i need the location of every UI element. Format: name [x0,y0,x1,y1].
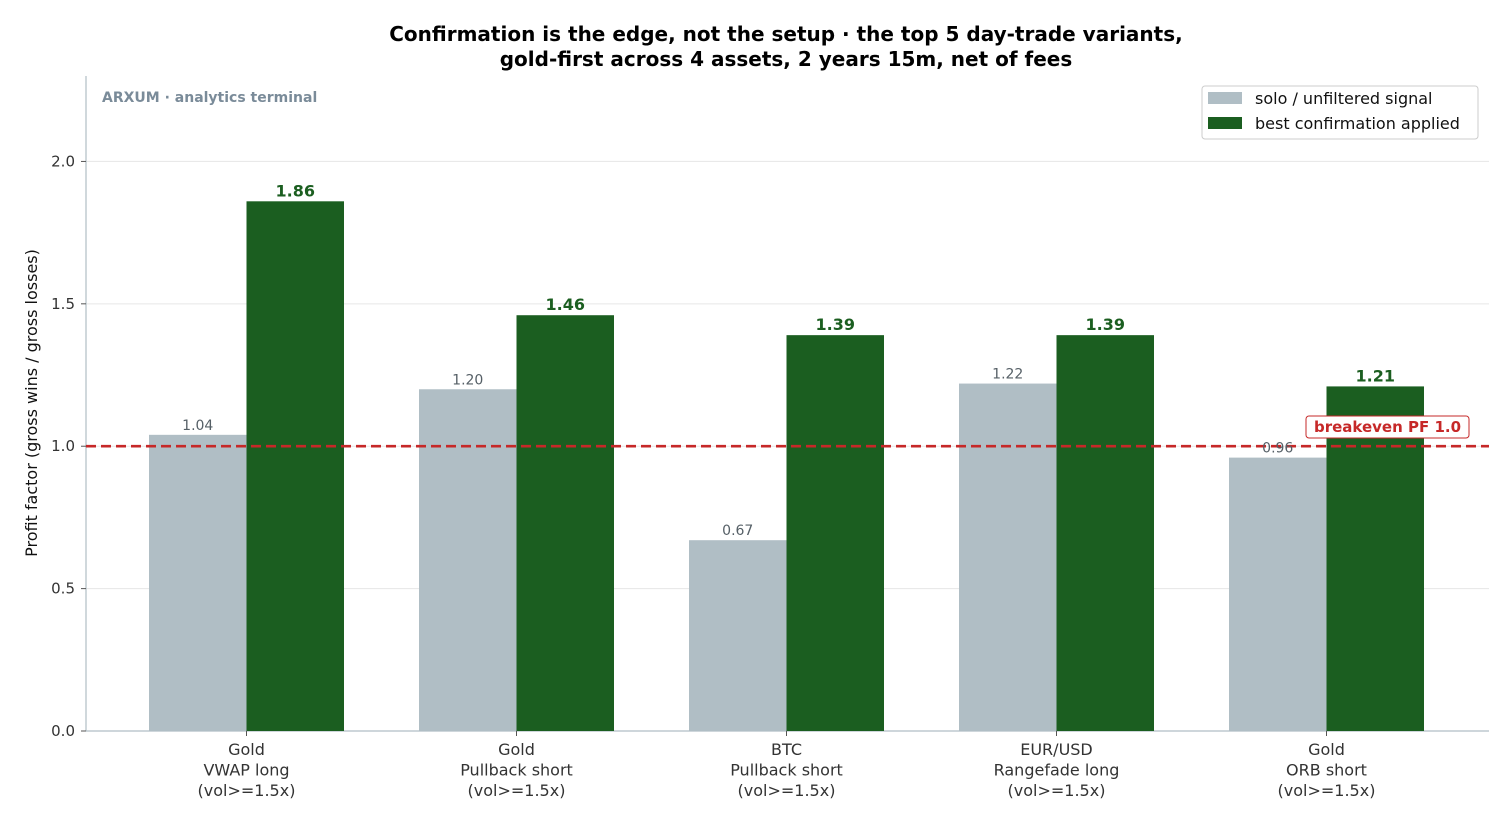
x-tick-label-line: (vol>=1.5x) [198,781,296,800]
legend-box [1201,85,1479,140]
x-tick-label-line: Rangefade long [994,761,1120,780]
bar-value-label-confirmation: 1.39 [1086,315,1125,334]
legend-label-confirmation: best confirmation applied [1255,114,1460,133]
breakeven-label-box [1305,415,1470,439]
bar-value-label-solo: 1.04 [182,418,213,434]
x-tick-label-line: (vol>=1.5x) [1278,781,1376,800]
bar-value-label-solo: 0.67 [722,523,753,539]
legend-swatch-solo [1208,92,1242,104]
chart-legend: solo / unfiltered signal best confirmati… [1201,85,1479,140]
x-tick-label-line: EUR/USD [1020,740,1093,759]
y-tick-label: 2.0 [51,152,75,170]
bar-value-label-solo: 0.96 [1262,441,1293,457]
x-tick-label-line: VWAP long [203,761,289,780]
y-axis-ticks: 0.0 0.5 1.0 1.5 2.0 [51,152,86,740]
bar-value-label-confirmation: 1.86 [276,181,315,200]
x-tick-label-line: Gold [1308,740,1345,759]
y-tick-label: 0.5 [51,580,75,598]
y-tick-label: 1.0 [51,437,75,455]
bar-solo [689,540,787,731]
bar-value-label-confirmation: 1.46 [546,295,585,314]
x-tick-label-line: ORB short [1286,761,1367,780]
bar-solo [1229,457,1327,731]
chart-title-line-1: Confirmation is the edge, not the setup … [389,22,1182,46]
bar-confirmation [246,201,344,732]
x-tick-label-line: (vol>=1.5x) [738,781,836,800]
bar-value-label-solo: 1.20 [452,372,483,388]
legend-label-solo: solo / unfiltered signal [1255,89,1432,108]
x-tick-label-line: Pullback short [460,761,573,780]
x-tick-label-line: Gold [498,740,535,759]
y-axis-label: Profit factor (gross wins / gross losses… [22,249,41,557]
breakeven-reference: breakeven PF 1.0 [86,415,1489,448]
bar-value-label-confirmation: 1.21 [1356,366,1395,385]
bar-value-label-solo: 1.22 [992,367,1023,383]
bar-confirmation [516,315,614,731]
legend-swatch-confirmation [1208,117,1242,129]
x-tick-label-line: (vol>=1.5x) [1008,781,1106,800]
bar-solo [959,383,1057,731]
bar-confirmation [1056,335,1154,731]
x-tick-label-line: (vol>=1.5x) [468,781,566,800]
bars-group [149,201,1424,732]
bar-solo [419,389,517,731]
x-tick-label-line: Pullback short [730,761,843,780]
bar-solo [149,434,247,731]
chart-title-line-2: gold-first across 4 assets, 2 years 15m,… [500,47,1073,71]
bar-value-label-confirmation: 1.39 [816,315,855,334]
breakeven-label: breakeven PF 1.0 [1314,418,1461,436]
bar-confirmation [1326,386,1424,731]
x-tick-label-line: BTC [771,740,802,759]
watermark-label: ARXUM · analytics terminal [102,90,317,106]
y-tick-label: 0.0 [51,722,75,740]
bar-confirmation [786,335,884,731]
x-tick-label-line: Gold [228,740,265,759]
bar-value-labels: 1.04 1.86 1.20 1.46 0.67 1.39 1.22 1.39 0.96 1.21 [182,181,1395,539]
y-tick-label: 1.5 [51,295,75,313]
